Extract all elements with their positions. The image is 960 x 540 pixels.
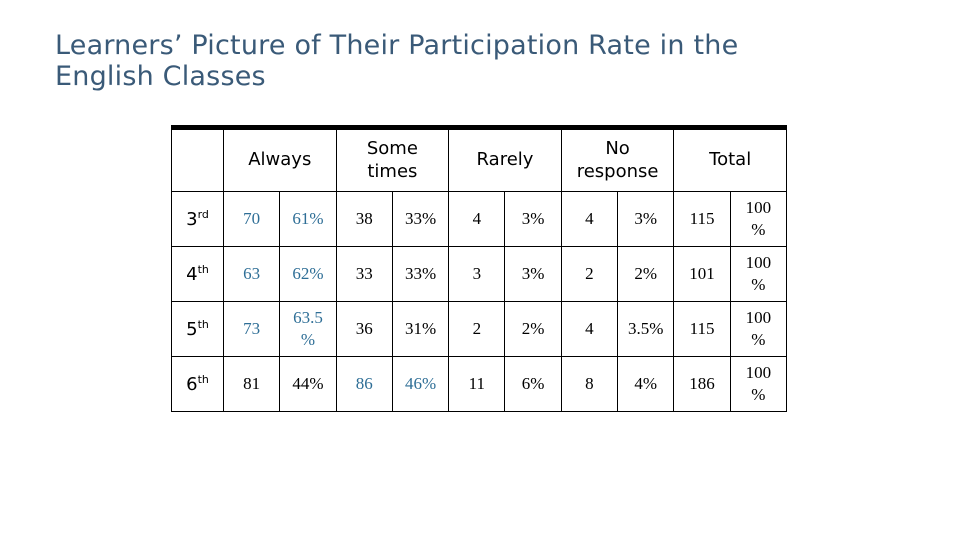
table-row-4th: 4th 63 62% 33 33% 3 3% 2 2% 101 100 %: [171, 246, 788, 302]
cell-5th-no-response-count: 4: [560, 301, 619, 357]
grade-number: 3: [186, 208, 198, 230]
table-row-6th: 6th 81 44% 86 46% 11 6% 8 4% 186 100 %: [171, 356, 788, 412]
grade-number: 6: [186, 373, 198, 395]
cell-6th-always-count: 81: [222, 356, 281, 412]
cell-3rd-sometimes-count: 38: [335, 191, 393, 247]
cell-3rd-no-response-count: 4: [560, 191, 619, 247]
cell-4th-sometimes-pct: 33%: [391, 246, 450, 302]
grade-number: 4: [186, 263, 198, 285]
column-header-rarely-label: Rarely: [476, 149, 534, 171]
row-label-4th: 4th: [171, 246, 224, 302]
slide-title-line1: Learners’ Picture of Their Participation…: [55, 30, 739, 61]
cell-6th-sometimes-pct: 46%: [391, 356, 450, 412]
row-label-6th: 6th: [171, 356, 224, 412]
column-header-total: Total: [673, 127, 787, 192]
grade-suffix: rd: [197, 207, 209, 221]
row-label-3rd: 3rd: [171, 191, 224, 247]
cell-3rd-rarely-count: 4: [448, 191, 506, 247]
cell-4th-total-count: 101: [673, 246, 731, 302]
cell-5th-rarely-count: 2: [448, 301, 506, 357]
cell-3rd-rarely-pct: 3%: [504, 191, 562, 247]
slide-title: Learners’ Picture of Their Participation…: [55, 30, 895, 92]
grade-suffix: th: [197, 372, 209, 386]
cell-3rd-total-count: 115: [673, 191, 731, 247]
cell-3rd-sometimes-pct: 33%: [391, 191, 450, 247]
column-header-rarely: Rarely: [448, 127, 562, 192]
participation-table-container: Always Some times Rarely No response Tot…: [171, 125, 788, 412]
cell-5th-always-count: 73: [222, 301, 281, 357]
cell-5th-rarely-pct: 2%: [504, 301, 562, 357]
cell-4th-rarely-count: 3: [448, 246, 506, 302]
column-header-no-response: No response: [560, 127, 675, 192]
cell-5th-always-pct: 63.5 %: [279, 301, 337, 357]
cell-4th-no-response-count: 2: [560, 246, 619, 302]
cell-5th-sometimes-count: 36: [335, 301, 393, 357]
cell-6th-sometimes-count: 86: [335, 356, 393, 412]
cell-6th-always-pct: 44%: [279, 356, 337, 412]
cell-3rd-total-pct: 100 %: [729, 191, 788, 247]
cell-6th-no-response-count: 8: [560, 356, 619, 412]
row-label-5th: 5th: [171, 301, 224, 357]
cell-6th-rarely-pct: 6%: [504, 356, 562, 412]
column-header-no-response-label: No response: [576, 138, 659, 182]
cell-5th-total-count: 115: [673, 301, 731, 357]
cell-3rd-always-pct: 61%: [279, 191, 337, 247]
grade-suffix: th: [197, 262, 209, 276]
cell-3rd-always-count: 70: [222, 191, 281, 247]
cell-4th-rarely-pct: 3%: [504, 246, 562, 302]
grade-suffix: th: [197, 317, 209, 331]
cell-5th-total-pct: 100 %: [729, 301, 788, 357]
cell-6th-total-count: 186: [673, 356, 731, 412]
column-header-always-label: Always: [248, 149, 312, 171]
column-header-always: Always: [223, 127, 337, 192]
cell-3rd-no-response-pct: 3%: [617, 191, 675, 247]
cell-4th-always-count: 63: [222, 246, 281, 302]
cell-4th-sometimes-count: 33: [335, 246, 393, 302]
grade-number: 5: [186, 318, 198, 340]
cell-4th-always-pct: 62%: [279, 246, 337, 302]
table-row-5th: 5th 73 63.5 % 36 31% 2 2% 4 3.5% 115 100…: [171, 301, 788, 357]
table-row-3rd: 3rd 70 61% 38 33% 4 3% 4 3% 115 100 %: [171, 191, 788, 247]
table-header-row: Always Some times Rarely No response Tot…: [171, 127, 787, 192]
slide-title-line2: English Classes: [55, 61, 266, 92]
column-header-sometimes: Some times: [335, 127, 450, 192]
cell-5th-sometimes-pct: 31%: [391, 301, 450, 357]
cell-4th-total-pct: 100 %: [729, 246, 788, 302]
cell-4th-no-response-pct: 2%: [617, 246, 675, 302]
corner-cell: [171, 127, 224, 192]
cell-6th-rarely-count: 11: [448, 356, 506, 412]
participation-table: Always Some times Rarely No response Tot…: [171, 125, 788, 412]
cell-6th-total-pct: 100 %: [729, 356, 788, 412]
column-header-total-label: Total: [709, 149, 752, 171]
cell-6th-no-response-pct: 4%: [617, 356, 675, 412]
cell-5th-no-response-pct: 3.5%: [617, 301, 675, 357]
column-header-sometimes-label: Some times: [366, 138, 418, 182]
